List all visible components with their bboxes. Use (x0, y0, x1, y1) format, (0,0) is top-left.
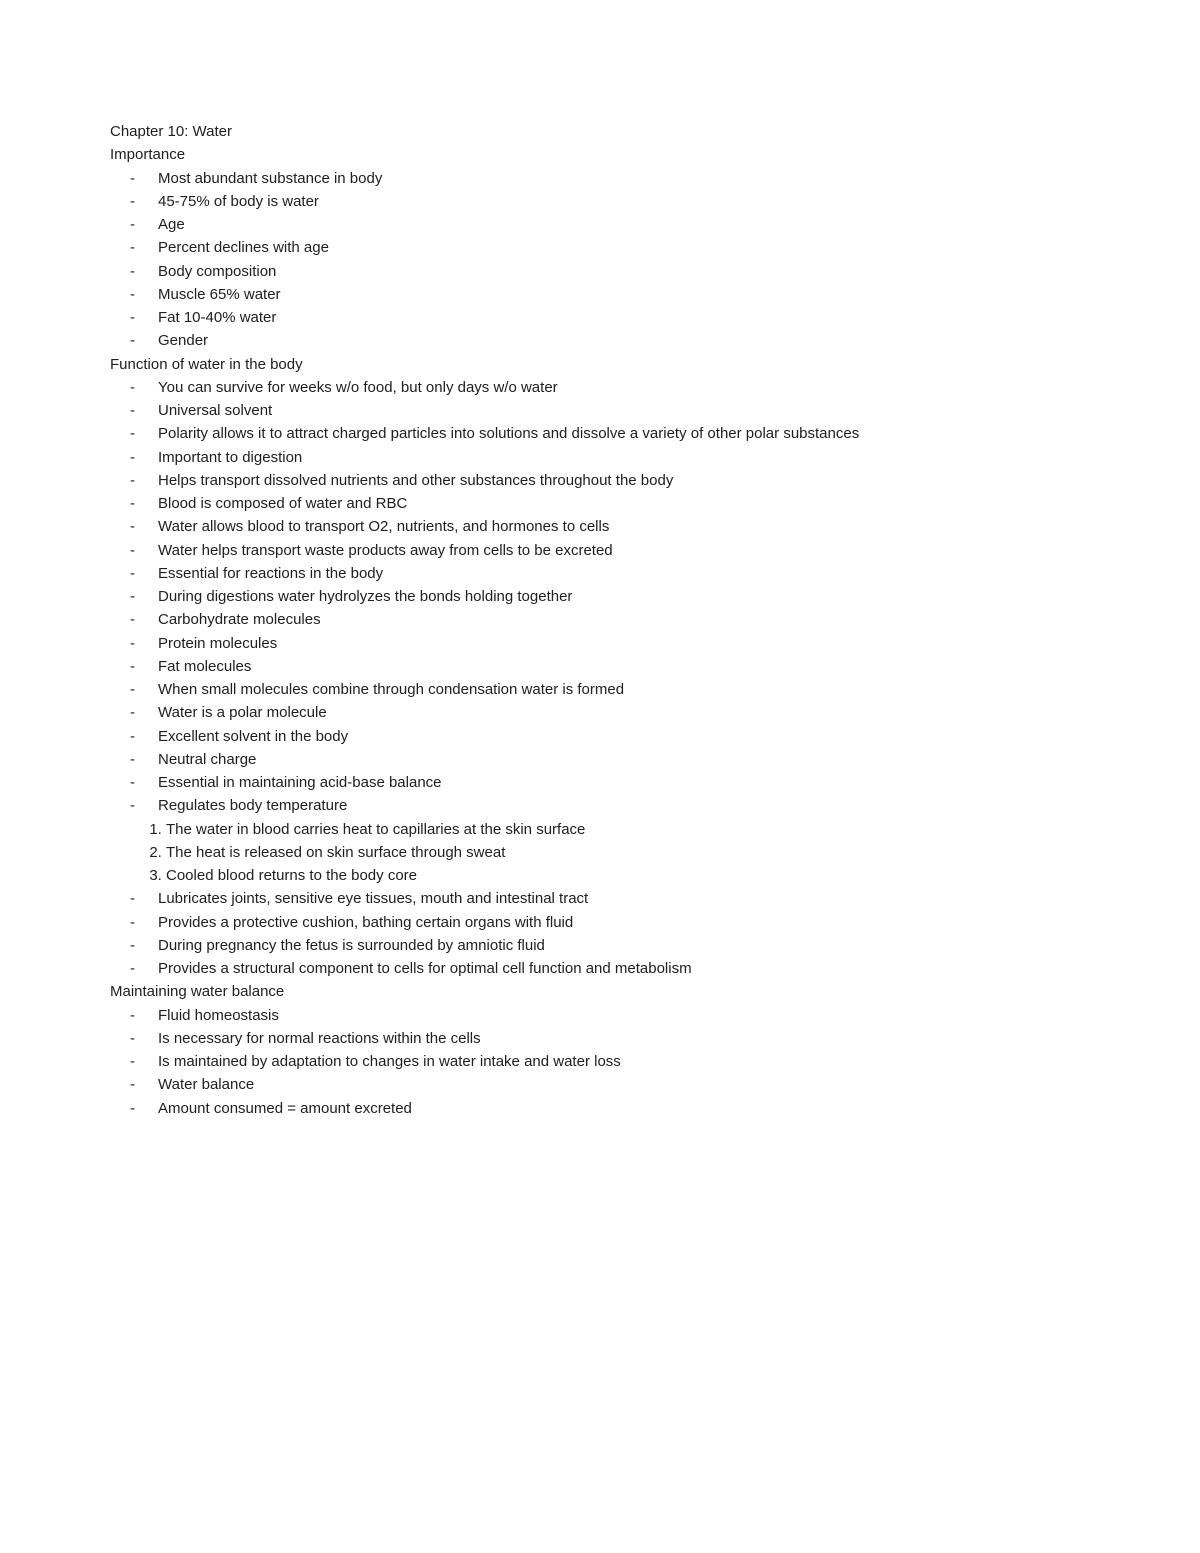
function-sublist: During pregnancy the fetus is surrounded… (110, 934, 1090, 957)
list-item: Provides a structural component to cells… (158, 957, 1090, 980)
importance-sublist: Gender (110, 329, 1090, 352)
function-list: Regulates body temperature (110, 794, 1090, 817)
list-item: Lubricates joints, sensitive eye tissues… (158, 887, 1090, 910)
list-item: Provides a protective cushion, bathing c… (158, 911, 1090, 934)
list-item: Regulates body temperature (158, 794, 1090, 817)
importance-subsublist: Percent declines with age (110, 236, 1090, 259)
list-item: The heat is released on skin surface thr… (166, 841, 1090, 864)
function-list: Provides a structural component to cells… (110, 957, 1090, 980)
function-sublist: When small molecules combine through con… (110, 678, 1090, 701)
list-item: During pregnancy the fetus is surrounded… (158, 934, 1090, 957)
list-item: Age (158, 213, 1090, 236)
list-item: Body composition (158, 260, 1090, 283)
list-item: Gender (158, 329, 1090, 352)
list-item: Amount consumed = amount excreted (158, 1097, 1090, 1120)
list-item: Cooled blood returns to the body core (166, 864, 1090, 887)
list-item: During digestions water hydrolyzes the b… (158, 585, 1090, 608)
list-item: Water is a polar molecule (158, 701, 1090, 724)
function-list: You can survive for weeks w/o food, but … (110, 376, 1090, 446)
list-item: Excellent solvent in the body (158, 725, 1090, 748)
function-sublist: Excellent solvent in the body Neutral ch… (110, 725, 1090, 795)
list-item: Helps transport dissolved nutrients and … (158, 469, 1090, 492)
list-item: Most abundant substance in body (158, 167, 1090, 190)
list-item: You can survive for weeks w/o food, but … (158, 376, 1090, 399)
list-item: Water allows blood to transport O2, nutr… (158, 515, 1090, 538)
list-item: When small molecules combine through con… (158, 678, 1090, 701)
list-item: Carbohydrate molecules (158, 608, 1090, 631)
function-sublist: Water allows blood to transport O2, nutr… (110, 515, 1090, 562)
section-importance-heading: Importance (110, 143, 1090, 166)
chapter-title: Chapter 10: Water (110, 120, 1090, 143)
function-list: Lubricates joints, sensitive eye tissues… (110, 887, 1090, 934)
list-item: Neutral charge (158, 748, 1090, 771)
function-numlist: The water in blood carries heat to capil… (110, 818, 1090, 888)
function-list: Essential for reactions in the body (110, 562, 1090, 585)
list-item: Fat 10-40% water (158, 306, 1090, 329)
list-item: Percent declines with age (158, 236, 1090, 259)
list-item: Blood is composed of water and RBC (158, 492, 1090, 515)
function-subsublist: Carbohydrate molecules Protein molecules… (110, 608, 1090, 678)
list-item: Polarity allows it to attract charged pa… (158, 422, 1090, 445)
list-item: Universal solvent (158, 399, 1090, 422)
list-item: Fluid homeostasis (158, 1004, 1090, 1027)
function-list: Water is a polar molecule (110, 701, 1090, 724)
list-item: Protein molecules (158, 632, 1090, 655)
maintain-list: Fluid homeostasis (110, 1004, 1090, 1027)
importance-sublist: Age (110, 213, 1090, 236)
section-function-heading: Function of water in the body (110, 353, 1090, 376)
list-item: Is maintained by adaptation to changes i… (158, 1050, 1090, 1073)
importance-sublist: Body composition (110, 260, 1090, 283)
list-item: Muscle 65% water (158, 283, 1090, 306)
function-sublist: Important to digestion (110, 446, 1090, 469)
maintain-sublist: Is necessary for normal reactions within… (110, 1027, 1090, 1120)
list-item: Is necessary for normal reactions within… (158, 1027, 1090, 1050)
importance-list: Most abundant substance in body 45-75% o… (110, 167, 1090, 214)
importance-subsublist: Muscle 65% water Fat 10-40% water (110, 283, 1090, 330)
document-page: Chapter 10: Water Importance Most abunda… (0, 0, 1200, 1553)
list-item: Important to digestion (158, 446, 1090, 469)
list-item: The water in blood carries heat to capil… (166, 818, 1090, 841)
list-item: Essential in maintaining acid-base balan… (158, 771, 1090, 794)
list-item: Water balance (158, 1073, 1090, 1096)
section-maintain-heading: Maintaining water balance (110, 980, 1090, 1003)
list-item: Fat molecules (158, 655, 1090, 678)
list-item: Essential for reactions in the body (158, 562, 1090, 585)
list-item: 45-75% of body is water (158, 190, 1090, 213)
function-list: Helps transport dissolved nutrients and … (110, 469, 1090, 516)
function-sublist: During digestions water hydrolyzes the b… (110, 585, 1090, 608)
list-item: Water helps transport waste products awa… (158, 539, 1090, 562)
